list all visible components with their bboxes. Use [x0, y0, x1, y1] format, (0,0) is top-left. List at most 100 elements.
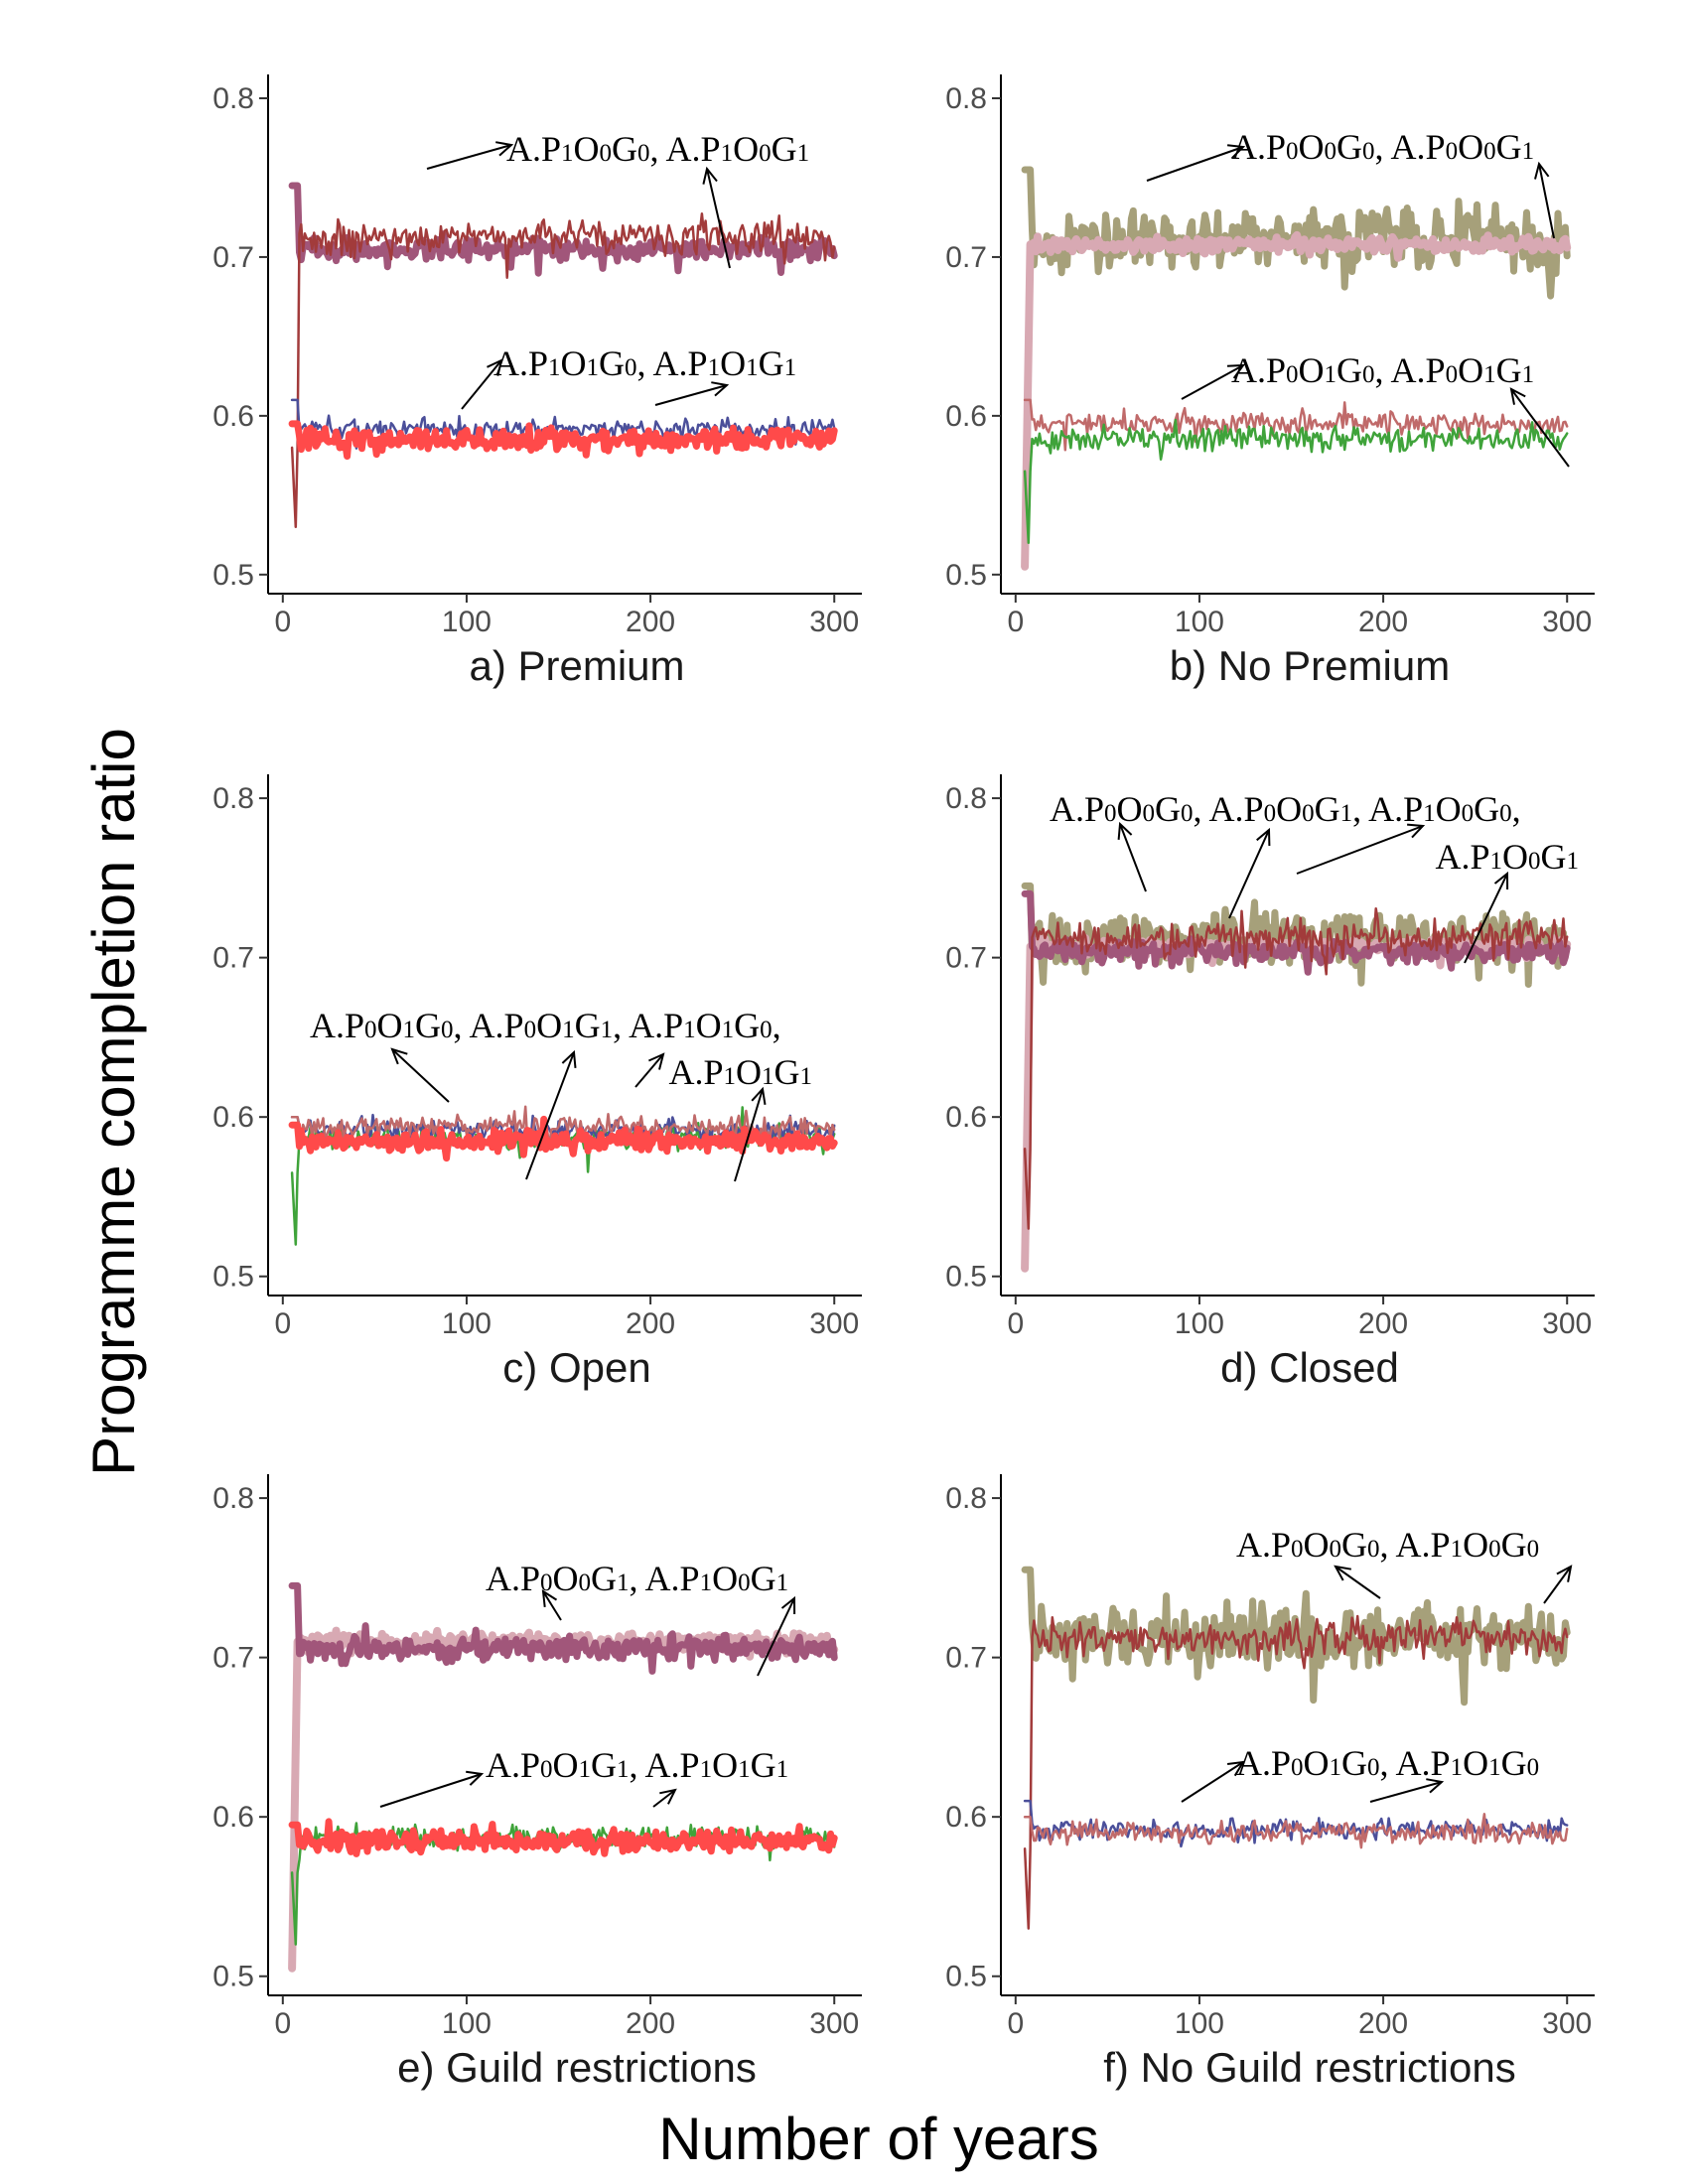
annotation-label: A.P0O0G0, A.P1O0G0 — [1236, 1525, 1539, 1565]
x-tick-label: 100 — [1175, 1307, 1224, 1340]
annotation-arrowhead — [659, 1788, 677, 1805]
panel-caption: c) Open — [502, 1344, 650, 1391]
annotation-arrow — [1181, 364, 1244, 400]
x-tick-label: 100 — [442, 1307, 492, 1340]
annotation-label: A.P1O0G0, A.P1O0G1 — [506, 129, 809, 169]
annotation-arrow — [734, 1088, 764, 1182]
series-line-mauve — [288, 1581, 838, 1675]
annotation-arrowhead — [487, 358, 503, 376]
y-tick-label: 0.5 — [945, 559, 987, 592]
annotation-label: A.P1O0G1 — [1435, 837, 1579, 877]
annotation-label: A.P1O1G1 — [668, 1052, 812, 1092]
annotation-arrowhead — [647, 1052, 665, 1070]
y-tick-label: 0.6 — [212, 1101, 254, 1134]
annotation-arrow — [1538, 163, 1555, 239]
series-line-mauve — [288, 182, 838, 277]
annotation-arrowhead — [1534, 161, 1550, 180]
y-tick-label: 0.5 — [212, 1961, 254, 1993]
x-tick-label: 300 — [1542, 1307, 1592, 1340]
y-tick-label: 0.8 — [945, 782, 987, 815]
annotation-arrowhead — [1334, 1565, 1351, 1581]
x-tick-label: 300 — [809, 606, 859, 638]
series-line-olive — [1021, 1566, 1571, 1706]
annotation-arrowhead — [1407, 823, 1426, 839]
x-tick-label: 100 — [1175, 606, 1224, 638]
annotation-arrowhead — [702, 166, 718, 185]
panel-f: 0.5 0.6 0.7 0.8 0 100 200 300 f) No Guild restri… — [945, 1474, 1595, 2091]
x-tick-label: 300 — [809, 1307, 859, 1340]
series-line-pink — [1021, 932, 1572, 1273]
x-tick-label: 200 — [1358, 2007, 1408, 2040]
series-line-red — [288, 1818, 838, 1857]
annotation-arrowhead — [390, 1047, 408, 1065]
y-tick-label: 0.6 — [212, 1801, 254, 1834]
x-tick-label: 0 — [1007, 606, 1024, 638]
panel-a: 0.5 0.6 0.7 0.8 0 100 200 300 a) Premium A.P1O0G0… — [212, 74, 862, 689]
x-tick-label: 100 — [442, 606, 492, 638]
series-line-pink — [1021, 230, 1572, 571]
annotation-arrow — [1228, 829, 1270, 919]
panel-e: 0.5 0.6 0.7 0.8 0 100 200 300 e) Guild restricti… — [212, 1474, 862, 2091]
panels: 0.5 0.6 0.7 0.8 0 100 200 300 a) Premium A.P1O0G0… — [212, 74, 1595, 2091]
annotation-arrow — [1296, 825, 1424, 875]
x-tick-label: 0 — [274, 1307, 291, 1340]
annotation-arrow — [1464, 873, 1508, 964]
y-tick-label: 0.6 — [212, 400, 254, 433]
annotation-arrowhead — [1256, 827, 1271, 847]
series-line-red — [288, 1115, 838, 1162]
panel-caption: d) Closed — [1220, 1344, 1399, 1391]
x-axis-title: Number of years — [658, 2106, 1099, 2172]
y-tick-label: 0.5 — [945, 1261, 987, 1294]
annotation-arrow — [391, 1048, 450, 1103]
x-tick-label: 300 — [809, 2007, 859, 2040]
annotation-label: A.P0O1G0, A.P0O1G1, A.P1O1G0, — [310, 1006, 781, 1045]
annotation-arrowhead — [1117, 821, 1133, 840]
series-line-rose — [1023, 398, 1569, 452]
annotation-arrow — [1369, 1781, 1443, 1803]
annotation-arrow — [542, 1590, 562, 1621]
panel-caption: e) Guild restrictions — [397, 2044, 757, 2091]
annotation-arrowhead — [1556, 1565, 1573, 1582]
annotation-label: A.P1O1G0, A.P1O1G1 — [493, 343, 796, 383]
y-tick-label: 0.7 — [212, 942, 254, 975]
x-tick-label: 0 — [274, 2007, 291, 2040]
series-line-brown — [1023, 906, 1569, 1230]
panel-c: 0.5 0.6 0.7 0.8 0 100 200 300 c) Open A.P0O1G0, A… — [212, 774, 862, 1391]
annotation-arrow — [757, 1597, 795, 1677]
x-tick-label: 200 — [626, 1307, 675, 1340]
annotation-arrow — [654, 384, 728, 406]
x-tick-label: 300 — [1542, 606, 1592, 638]
annotation-arrow — [379, 1773, 483, 1808]
annotation-arrow — [634, 1053, 664, 1088]
y-tick-label: 0.6 — [945, 400, 987, 433]
annotation-label: A.P0O0G1, A.P1O0G1 — [486, 1559, 788, 1598]
annotation-arrowhead — [495, 141, 514, 157]
series-line-pink — [288, 1626, 839, 1973]
x-tick-label: 200 — [626, 2007, 675, 2040]
annotation-label: A.P0O1G0, A.P0O1G1 — [1231, 350, 1534, 390]
y-tick-label: 0.5 — [945, 1961, 987, 1993]
y-tick-label: 0.7 — [212, 1642, 254, 1675]
annotation-label: A.P0O0G0, A.P0O0G1 — [1231, 127, 1534, 167]
panel-caption: b) No Premium — [1170, 642, 1450, 689]
x-tick-label: 100 — [1175, 2007, 1224, 2040]
annotation-arrowhead — [1226, 144, 1246, 160]
annotation-arrow — [1335, 1566, 1381, 1599]
x-tick-label: 200 — [1358, 1307, 1408, 1340]
annotation-arrowhead — [541, 1589, 558, 1608]
x-tick-label: 0 — [1007, 2007, 1024, 2040]
x-tick-label: 200 — [1358, 606, 1408, 638]
annotation-arrow — [706, 168, 731, 269]
y-tick-label: 0.7 — [212, 241, 254, 274]
annotation-arrowhead — [711, 381, 730, 397]
x-tick-label: 100 — [442, 2007, 492, 2040]
series-line-rose — [290, 1105, 836, 1150]
annotation-arrow — [525, 1051, 575, 1180]
x-tick-label: 0 — [1007, 1307, 1024, 1340]
y-tick-label: 0.5 — [212, 559, 254, 592]
panel-d: 0.5 0.6 0.7 0.8 0 100 200 300 d) Closed A.P0O0G0,… — [945, 774, 1595, 1391]
annotation-arrowhead — [561, 1049, 577, 1068]
series-line-brown — [1023, 1614, 1569, 1930]
annotation-arrow — [461, 359, 502, 410]
